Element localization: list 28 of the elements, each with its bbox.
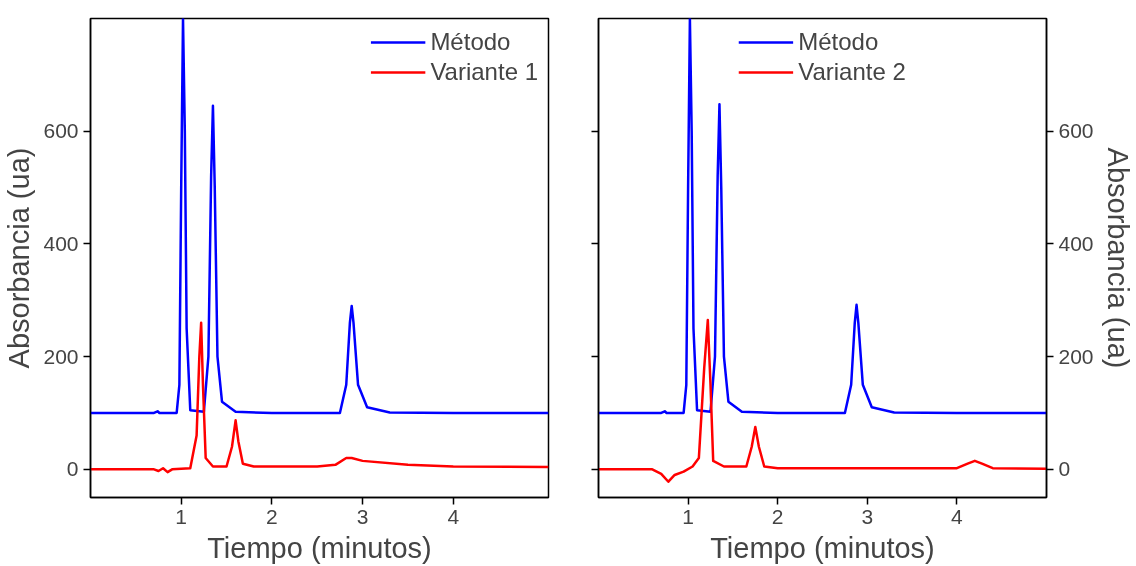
x-tick-label: 4 [951, 504, 964, 528]
x-tick-label: 2 [266, 504, 278, 528]
x-tick-label: 1 [175, 504, 188, 528]
legend-label: Método [798, 28, 879, 56]
y-tick-label: 400 [43, 231, 79, 255]
line-series [90, 321, 549, 474]
y2-axis-title: Absorbancia (ua) [1101, 147, 1134, 369]
x-axis-title: Tiempo (minutos) [207, 531, 432, 564]
line-series [90, 18, 549, 415]
y-tick-label: 600 [43, 119, 79, 143]
legend-label: Variante 2 [798, 58, 906, 86]
y2-tick-label: 0 [1058, 457, 1071, 481]
line-series [598, 318, 1047, 483]
y2-tick-label: 600 [1058, 119, 1094, 143]
x-axis-title: Tiempo (minutos) [710, 531, 935, 564]
line-series [598, 18, 1047, 415]
x-tick-label: 3 [356, 504, 369, 528]
x-tick-label: 1 [682, 504, 694, 528]
x-tick-label: 2 [771, 504, 784, 528]
x-tick-label: 3 [861, 504, 874, 528]
y2-tick-label: 200 [1058, 344, 1094, 368]
y2-tick-label: 400 [1058, 231, 1094, 255]
y-tick-label: 200 [43, 344, 79, 368]
x-tick-label: 4 [447, 504, 460, 528]
legend-label: Método [430, 28, 511, 56]
legend-label: Variante 1 [430, 58, 538, 86]
y-tick-label: 0 [66, 457, 79, 481]
y-axis-title: Absorbancia (ua) [3, 147, 36, 369]
